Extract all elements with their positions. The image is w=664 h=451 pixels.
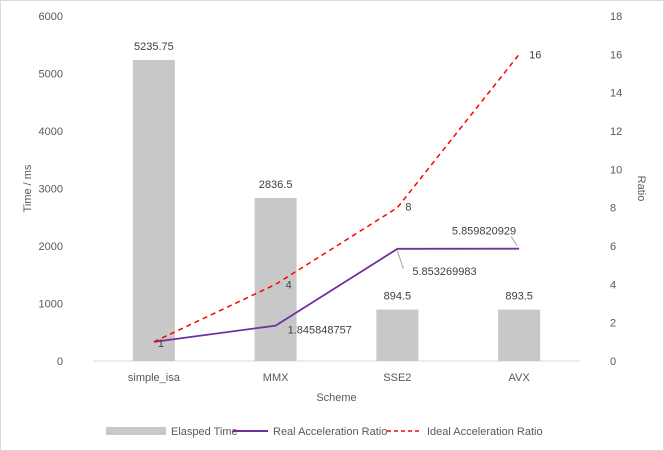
bar-data-label: 5235.75	[134, 41, 174, 53]
ideal-data-label: 16	[529, 49, 541, 61]
y-tick-label: 1000	[39, 299, 63, 311]
bar	[376, 309, 419, 361]
y2-tick-label: 10	[610, 164, 622, 176]
bar	[132, 59, 175, 362]
bars-layer	[132, 59, 541, 362]
leader-line	[510, 236, 518, 246]
x-tick-label: MMX	[263, 372, 289, 384]
y-tick-label: 3000	[39, 184, 63, 196]
y2-tick-label: 2	[610, 318, 616, 330]
y2-tick-label: 4	[610, 279, 616, 291]
y-axis-title: Time / ms	[22, 164, 34, 212]
y-tick-label: 6000	[39, 11, 63, 23]
bar	[254, 197, 297, 361]
y-tick-label: 5000	[39, 69, 63, 81]
y2-tick-label: 16	[610, 49, 622, 61]
real-ratio-line	[153, 247, 520, 343]
lines-layer	[153, 53, 520, 343]
legend-label: Ideal Acceleration Ratio	[427, 426, 543, 438]
leader-line	[396, 250, 404, 269]
x-axis-title: Scheme	[316, 392, 356, 404]
y2-tick-label: 14	[610, 88, 622, 100]
ideal-ratio-line	[153, 53, 520, 343]
y-tick-label: 0	[57, 356, 63, 368]
ideal-data-label: 4	[286, 279, 292, 291]
ideal-data-label: 8	[405, 202, 411, 214]
real-data-label: 5.853269983	[412, 266, 476, 278]
y2-tick-label: 18	[610, 11, 622, 23]
legend-label: Elasped Time	[171, 426, 238, 438]
x-tick-label: SSE2	[383, 372, 411, 384]
x-tick-label: simple_isa	[128, 372, 181, 384]
legend: Elasped Time Real Acceleration Ratio Ideal…	[106, 426, 543, 438]
bar-data-label: 893.5	[505, 291, 533, 303]
y-tick-label: 2000	[39, 241, 63, 253]
real-data-label: 1.845848757	[288, 325, 352, 337]
y2-tick-label: 12	[610, 126, 622, 138]
y2-tick-label: 6	[610, 241, 616, 253]
bar	[498, 309, 541, 361]
y-tick-label: 4000	[39, 126, 63, 138]
y2-tick-label: 8	[610, 203, 616, 215]
legend-label: Real Acceleration Ratio	[273, 426, 387, 438]
bar-data-label: 894.5	[384, 291, 412, 303]
ideal-data-label: 1	[158, 338, 164, 350]
bar-data-label: 2836.5	[259, 179, 293, 191]
x-tick-label: AVX	[509, 372, 531, 384]
legend-swatch-bar	[106, 427, 166, 435]
axes-layer: 0100020003000400050006000024681012141618…	[39, 11, 623, 384]
y2-axis-title: Ratio	[635, 176, 647, 202]
y2-tick-label: 0	[610, 356, 616, 368]
data-labels-layer: 5235.75 2836.5 894.5 893.5 1 4 8 16 1.845848757 5…	[134, 41, 541, 350]
real-data-label: 5.859820929	[452, 226, 516, 238]
